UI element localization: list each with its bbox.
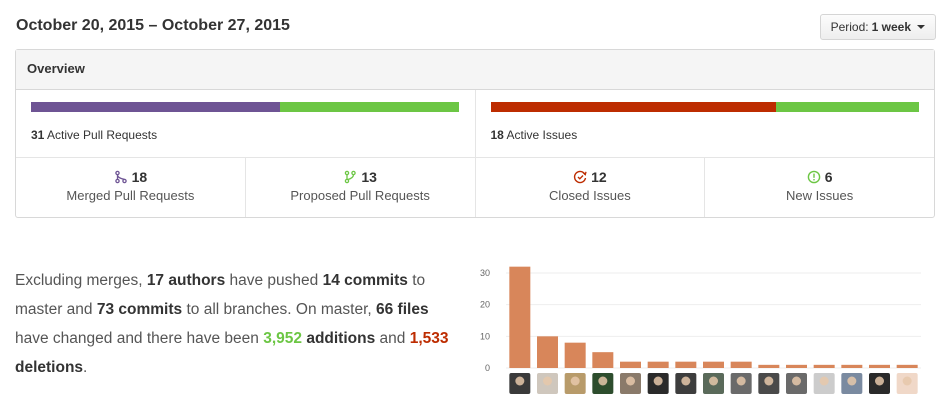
y-tick-label: 30 bbox=[480, 268, 490, 278]
pull-requests-bar bbox=[31, 102, 460, 112]
avatar-face bbox=[598, 376, 608, 386]
date-range-title: October 20, 2015 – October 27, 2015 bbox=[16, 17, 290, 34]
avatar-face bbox=[515, 376, 525, 386]
master-commits-count: 14 commits bbox=[322, 272, 408, 289]
report-header: October 20, 2015 – October 27, 2015 Peri… bbox=[16, 14, 936, 40]
pull-requests-summary[interactable]: 31 Active Pull Requests bbox=[16, 90, 475, 157]
active-issues-count: 18 bbox=[490, 128, 504, 142]
summary-text-part: to all branches. On master, bbox=[182, 301, 376, 318]
stat-closed-issues[interactable]: 12 Closed Issues bbox=[474, 158, 705, 217]
new-issues-label: New Issues bbox=[786, 188, 854, 203]
avatar-face bbox=[681, 376, 691, 386]
authors-count: 17 authors bbox=[146, 272, 226, 289]
contributor-bar[interactable] bbox=[896, 364, 918, 368]
merged-pr-bar-segment bbox=[31, 102, 280, 112]
contributor-bar[interactable] bbox=[647, 361, 669, 368]
avatar-face bbox=[902, 376, 912, 386]
issues-summary[interactable]: 18 Active Issues bbox=[474, 90, 935, 157]
closed-issues-label: Closed Issues bbox=[549, 188, 631, 203]
contributor-bar[interactable] bbox=[758, 364, 780, 368]
avatar-face bbox=[626, 376, 635, 386]
stats-row: 18 Merged Pull Requests 13 Proposed Pull… bbox=[16, 158, 934, 217]
contributor-bar[interactable] bbox=[703, 361, 724, 368]
summary-text-part: have pushed bbox=[225, 272, 323, 289]
proposed-pr-bar-segment bbox=[279, 102, 460, 112]
contributor-bar[interactable] bbox=[620, 361, 641, 368]
period-label: Period: bbox=[830, 20, 869, 34]
stat-merged-prs[interactable]: 18 Merged Pull Requests bbox=[16, 158, 245, 217]
avatar-face bbox=[847, 376, 857, 386]
stat-proposed-prs[interactable]: 13 Proposed Pull Requests bbox=[244, 158, 475, 217]
deletions-label: deletions bbox=[15, 359, 84, 376]
period-select-button[interactable]: Period: 1 week bbox=[819, 14, 936, 40]
avatar-face bbox=[875, 376, 884, 386]
contributor-bar[interactable] bbox=[813, 364, 835, 368]
deletions-count: 1,533 bbox=[409, 330, 449, 347]
avatar-face bbox=[819, 376, 829, 386]
summary-text-part: have changed and there have been bbox=[15, 330, 264, 347]
summary-row: 31 Active Pull Requests 18 Active Issues bbox=[16, 90, 934, 158]
new-issue-icon bbox=[807, 170, 821, 184]
avatar-face bbox=[792, 376, 801, 386]
contributor-bar[interactable] bbox=[592, 352, 614, 368]
stat-new-issues[interactable]: 6 New Issues bbox=[704, 158, 934, 217]
merged-pr-icon bbox=[114, 170, 127, 184]
additions-label: additions bbox=[302, 330, 376, 347]
overview-panel: Overview 31 Active Pull Requests 18 Acti… bbox=[15, 49, 935, 218]
proposed-pr-count: 13 bbox=[361, 169, 377, 185]
proposed-pr-icon bbox=[345, 170, 357, 184]
active-issues-label: Active Issues bbox=[506, 128, 578, 142]
y-tick-label: 0 bbox=[485, 363, 490, 373]
files-changed-count: 66 files bbox=[376, 301, 429, 318]
contributor-bar[interactable] bbox=[869, 364, 890, 368]
summary-text-part: and bbox=[375, 330, 410, 347]
period-value: 1 week bbox=[871, 20, 911, 34]
contributor-bar[interactable] bbox=[675, 361, 697, 368]
contributors-bar-chart: 0 10 20 30 bbox=[480, 266, 921, 394]
contributors-chart: 0 10 20 30 bbox=[476, 258, 926, 403]
new-issues-bar-segment bbox=[776, 102, 919, 112]
contributor-bar[interactable] bbox=[564, 342, 586, 368]
avatar-face bbox=[736, 376, 746, 386]
caret-down-icon bbox=[917, 25, 925, 29]
active-pr-label: Active Pull Requests bbox=[47, 128, 158, 142]
summary-text-part: to master and bbox=[15, 272, 426, 318]
issues-bar bbox=[490, 102, 920, 112]
contributor-bar[interactable] bbox=[509, 266, 531, 368]
contributor-bar[interactable] bbox=[730, 361, 752, 368]
overview-title: Overview bbox=[16, 50, 934, 90]
avatar-face bbox=[653, 376, 663, 386]
all-commits-count: 73 commits bbox=[96, 301, 183, 318]
summary-text-part: . bbox=[83, 359, 88, 376]
y-tick-label: 10 bbox=[480, 331, 490, 341]
merged-pr-label: Merged Pull Requests bbox=[66, 188, 195, 203]
avatar-face bbox=[764, 376, 774, 386]
contributor-bar[interactable] bbox=[537, 336, 558, 368]
commit-summary-text: Excluding merges, 17 authors have pushed… bbox=[15, 266, 465, 382]
avatar-face bbox=[709, 376, 718, 386]
summary-text-part: Excluding merges, bbox=[15, 272, 147, 289]
new-issues-count: 6 bbox=[824, 169, 833, 185]
contributor-bar[interactable] bbox=[786, 364, 807, 368]
merged-pr-count: 18 bbox=[131, 169, 148, 185]
avatar-face bbox=[570, 376, 580, 386]
closed-issues-count: 12 bbox=[591, 169, 607, 185]
contributor-bar[interactable] bbox=[841, 364, 863, 368]
proposed-pr-label: Proposed Pull Requests bbox=[290, 188, 430, 203]
closed-issues-bar-segment bbox=[490, 102, 777, 112]
y-tick-label: 20 bbox=[480, 300, 490, 310]
additions-count: 3,952 bbox=[263, 330, 303, 347]
avatar-face bbox=[543, 376, 552, 386]
active-pr-count: 31 bbox=[31, 128, 45, 142]
closed-issue-icon bbox=[574, 170, 587, 184]
